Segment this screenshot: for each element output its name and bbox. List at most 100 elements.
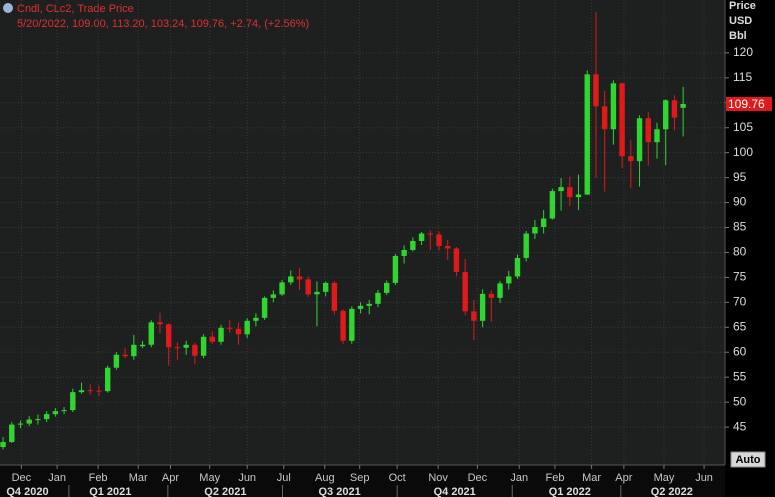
- candle-body: [410, 240, 416, 250]
- candle-body: [261, 297, 268, 318]
- x-tick-label: Aug: [315, 472, 335, 484]
- candle-body: [200, 336, 207, 356]
- candle-body: [654, 129, 660, 143]
- candle-body: [9, 424, 15, 443]
- y-tick-label: 70: [733, 295, 747, 309]
- candle-body: [567, 187, 573, 198]
- candle-body: [349, 308, 355, 341]
- candle-body: [157, 322, 163, 325]
- candle-body: [113, 354, 120, 368]
- quarter-label: Q1 2022: [549, 486, 591, 497]
- x-tick-label: Oct: [389, 472, 406, 484]
- x-tick-label: Apr: [615, 472, 632, 484]
- y-tick-label: 85: [733, 220, 747, 234]
- quarter-label: Q2 2022: [651, 486, 693, 497]
- candle-body: [453, 248, 460, 272]
- quarter-label: Q3 2021: [319, 486, 361, 497]
- candle-body: [497, 283, 503, 298]
- candle-body: [523, 233, 529, 258]
- candle-body: [462, 271, 468, 312]
- candle-body: [61, 410, 67, 412]
- candle-body: [87, 390, 93, 392]
- candle-body: [288, 276, 294, 283]
- candle-body: [174, 347, 181, 349]
- plot-background: [0, 0, 725, 465]
- candle-body: [322, 282, 329, 292]
- candle-body: [218, 327, 224, 342]
- chart-subtitle: 5/20/2022, 109.00, 113.20, 103.24, 109.7…: [17, 18, 309, 30]
- y-axis-label: USD: [729, 15, 752, 27]
- candle-body: [253, 317, 259, 321]
- candle-body: [610, 83, 617, 130]
- candle-body: [78, 390, 85, 393]
- last-price-box: [726, 96, 772, 111]
- candle-body: [663, 100, 669, 130]
- y-tick-label: 75: [733, 270, 747, 284]
- candle-body: [584, 74, 590, 195]
- candle-body: [166, 324, 172, 348]
- x-tick-label: Nov: [428, 472, 448, 484]
- candle-body: [392, 255, 399, 283]
- chart-title: Cndl, CLc2, Trade Price: [17, 3, 134, 15]
- candle-body: [131, 344, 137, 357]
- candle-body: [17, 423, 24, 425]
- candle-body: [375, 292, 381, 304]
- y-tick-label: 100: [733, 145, 753, 159]
- x-tick-label: Jul: [277, 472, 291, 484]
- candle-body: [383, 282, 390, 293]
- candle-body: [445, 245, 451, 249]
- y-tick-label: 90: [733, 195, 747, 209]
- candle-body: [671, 100, 678, 118]
- y-tick-label: 55: [733, 369, 747, 383]
- candle-body: [296, 276, 303, 280]
- candle-body: [122, 354, 128, 357]
- candle-body: [314, 291, 320, 295]
- candle-body: [532, 227, 538, 234]
- candle-body: [628, 156, 634, 162]
- candle-body: [70, 392, 76, 411]
- candle-body: [139, 344, 146, 347]
- x-tick-label: Mar: [582, 472, 601, 484]
- candle-body: [209, 336, 216, 342]
- x-tick-label: Jan: [510, 472, 528, 484]
- x-tick-label: Sep: [350, 472, 370, 484]
- candle-body: [619, 83, 625, 157]
- candle-body: [514, 257, 521, 277]
- candle-body: [43, 414, 50, 420]
- candle-body: [235, 328, 242, 335]
- auto-button-label[interactable]: Auto: [735, 454, 760, 466]
- candle-body: [227, 327, 233, 329]
- y-tick-label: 60: [733, 344, 747, 358]
- candle-body: [549, 191, 556, 219]
- y-tick-label: 120: [733, 45, 753, 59]
- candle-body: [680, 103, 686, 108]
- candle-body: [270, 294, 277, 298]
- candle-body: [427, 233, 433, 235]
- candle-body: [636, 118, 643, 162]
- candle-body: [104, 367, 111, 392]
- x-tick-label: Jun: [238, 472, 256, 484]
- candle-body: [479, 293, 486, 321]
- candle-body: [148, 322, 154, 345]
- x-tick-label: Jun: [695, 472, 713, 484]
- candle-body: [436, 234, 442, 246]
- y-tick-label: 115: [733, 70, 752, 84]
- candle-body: [96, 390, 102, 392]
- y-tick-label: 105: [733, 120, 753, 134]
- candle-body: [418, 233, 425, 241]
- candle-body: [506, 276, 512, 284]
- y-axis-label: Bbl: [729, 30, 747, 42]
- y-tick-label: 65: [733, 319, 747, 333]
- candle-body: [26, 419, 32, 424]
- candle-body: [366, 303, 372, 306]
- x-tick-label: Feb: [545, 472, 564, 484]
- candle-body: [357, 305, 364, 309]
- candle-body: [279, 282, 285, 295]
- candle-body: [183, 344, 189, 348]
- y-tick-label: 80: [733, 245, 747, 259]
- quarter-label: Q4 2021: [434, 486, 476, 497]
- auto-button[interactable]: [730, 451, 766, 468]
- x-tick-label: Mar: [129, 472, 148, 484]
- candle-body: [192, 344, 198, 356]
